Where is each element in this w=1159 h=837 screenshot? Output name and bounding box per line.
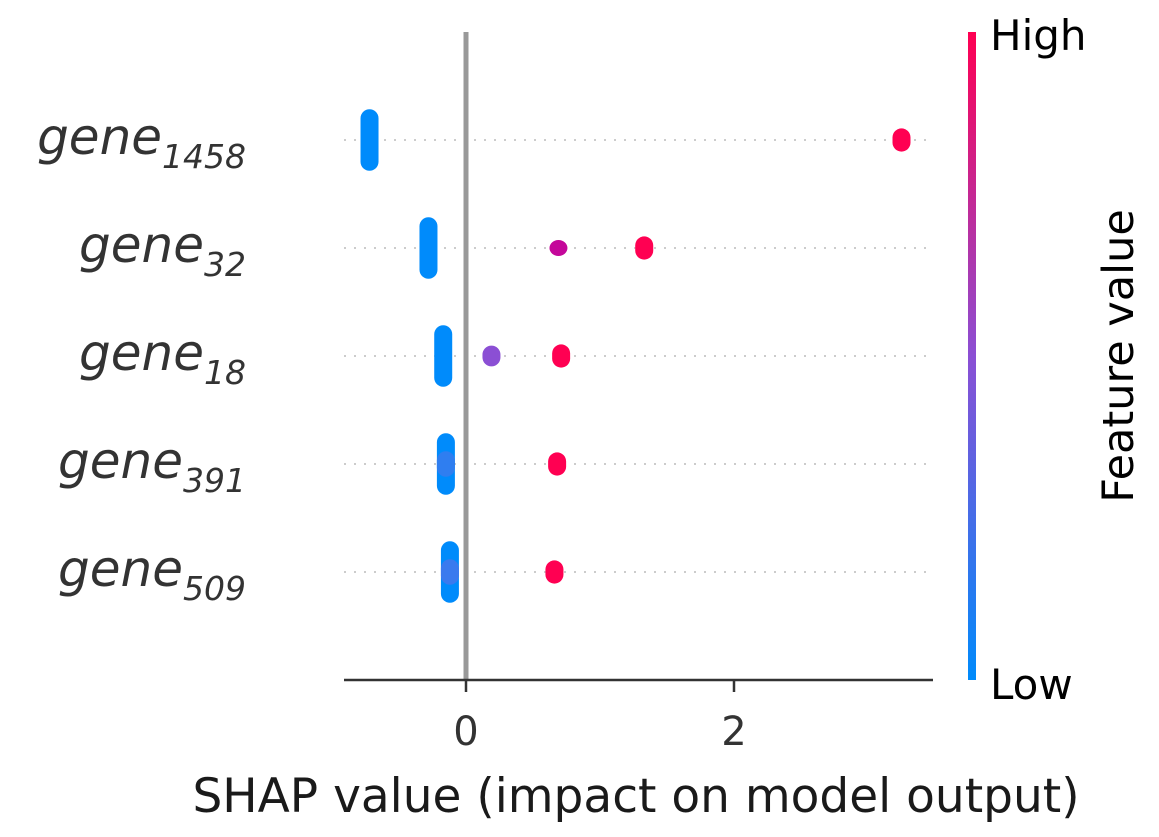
data-point [360, 109, 379, 171]
data-point [892, 128, 911, 152]
feature-label-subscript: 32 [204, 245, 246, 284]
feature-label-base: gene [58, 432, 183, 490]
feature-label-base: gene [79, 216, 204, 274]
colorbar [968, 32, 976, 680]
data-point [436, 451, 455, 477]
feature-label-subscript: 509 [183, 569, 246, 608]
feature-label: gene391 [58, 432, 246, 500]
colorbar-low-label: Low [990, 660, 1073, 709]
data-point [434, 325, 453, 387]
feature-label: gene1458 [37, 108, 246, 176]
feature-label: gene509 [58, 540, 246, 608]
data-point [440, 559, 459, 585]
x-tick-label: 0 [453, 709, 478, 755]
x-axis-title: SHAP value (impact on model output) [192, 769, 1079, 824]
data-point [552, 344, 571, 368]
feature-label-base: gene [37, 108, 162, 166]
colorbar-title: Feature value [1094, 209, 1144, 503]
data-point [549, 240, 568, 256]
feature-label-subscript: 18 [204, 353, 246, 392]
x-tick-label: 2 [721, 709, 746, 755]
data-points [360, 109, 911, 603]
data-point [545, 560, 564, 584]
feature-label-subscript: 1458 [162, 137, 246, 176]
feature-label: gene18 [79, 324, 246, 392]
feature-label-base: gene [79, 324, 204, 382]
colorbar-high-label: High [990, 11, 1087, 60]
feature-label-base: gene [58, 540, 183, 598]
data-point [635, 236, 654, 260]
data-point [548, 452, 567, 476]
data-point [482, 345, 501, 367]
feature-label-subscript: 391 [183, 461, 246, 500]
data-point [419, 217, 438, 279]
feature-label: gene32 [79, 216, 246, 284]
